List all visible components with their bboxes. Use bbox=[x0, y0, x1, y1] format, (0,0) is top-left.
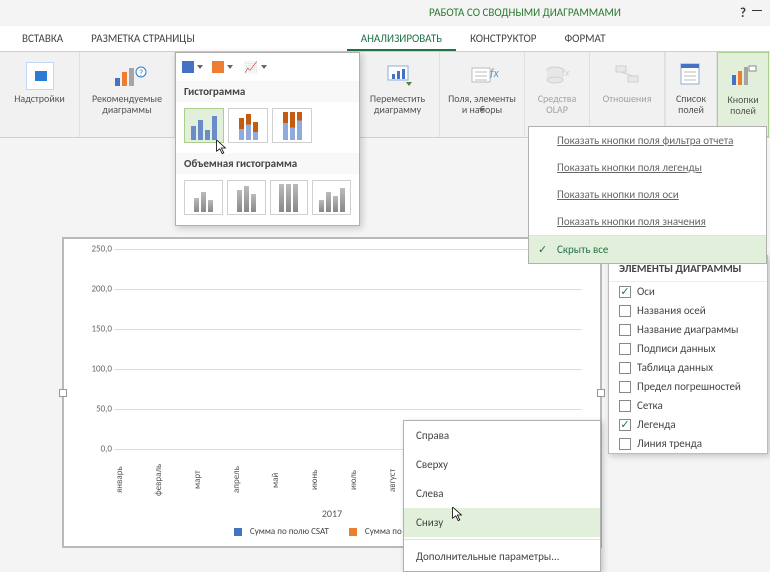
legend-position-menu: Справа Сверху Слева Снизу Дополнительные… bbox=[403, 420, 601, 572]
x-axis-label: апрель bbox=[231, 455, 270, 505]
chart-elements-panel: ЭЛЕМЕНТЫ ДИАГРАММЫ ✓ОсиНазвания осейНазв… bbox=[608, 255, 768, 454]
chart-element-item[interactable]: Названия осей bbox=[609, 301, 767, 320]
chart-dd-section-3d: Объемная гистограмма bbox=[176, 153, 359, 174]
legend-bottom[interactable]: Снизу bbox=[404, 508, 600, 537]
y-axis-label: 250,0 bbox=[92, 244, 113, 255]
checkbox[interactable] bbox=[619, 438, 631, 450]
chart-type-toolbar: 📈 bbox=[176, 53, 359, 81]
checkbox[interactable]: ✓ bbox=[619, 419, 631, 431]
checkbox[interactable] bbox=[619, 400, 631, 412]
window-title: РАБОТА СО СВОДНЫМИ ДИАГРАММАМИ bbox=[380, 6, 670, 19]
hide-all-field-buttons[interactable]: Скрыть все bbox=[529, 235, 766, 263]
chart-element-label: Таблица данных bbox=[637, 361, 713, 374]
help-icon[interactable]: ? bbox=[740, 6, 746, 21]
y-axis-label: 100,0 bbox=[92, 364, 113, 375]
chart-stacked-column[interactable] bbox=[228, 108, 268, 143]
show-value-field-buttons[interactable]: Показать кнопки поля значения bbox=[529, 208, 766, 235]
y-axis-label: 0,0 bbox=[101, 444, 112, 455]
group-olap: fx Средства OLAP bbox=[525, 52, 590, 137]
checkbox[interactable] bbox=[619, 381, 631, 393]
chart-element-item[interactable]: ✓ Оси bbox=[609, 282, 767, 301]
show-axis-field-buttons[interactable]: Показать кнопки поля оси bbox=[529, 181, 766, 208]
checkbox[interactable] bbox=[619, 362, 631, 374]
chart-element-item[interactable]: Сетка bbox=[609, 396, 767, 415]
show-legend-field-buttons[interactable]: Показать кнопки поля легенды bbox=[529, 154, 766, 181]
field-buttons-menu: Показать кнопки поля фильтра отчета Пока… bbox=[528, 126, 767, 264]
chart-element-label: Линия тренда bbox=[637, 437, 702, 450]
group-recommended[interactable]: ? Рекомендуемые диаграммы bbox=[80, 52, 175, 137]
checkbox[interactable] bbox=[619, 305, 631, 317]
legend-swatch-a bbox=[234, 528, 242, 536]
chart-3d-column[interactable] bbox=[312, 180, 351, 215]
chart-3d-clustered[interactable] bbox=[184, 180, 223, 215]
chart-element-item[interactable]: Подписи данных bbox=[609, 339, 767, 358]
checkbox[interactable] bbox=[619, 343, 631, 355]
ribbon-tabs: ВСТАВКА РАЗМЕТКА СТРАНИЦЫ АНАЛИЗИРОВАТЬ … bbox=[0, 26, 770, 52]
chart-element-label: Оси bbox=[637, 285, 655, 298]
x-axis-label: январь bbox=[114, 455, 153, 505]
chart-3d-stacked[interactable] bbox=[227, 180, 266, 215]
show-report-filter-buttons[interactable]: Показать кнопки поля фильтра отчета bbox=[529, 127, 766, 154]
chart-element-label: Сетка bbox=[637, 399, 663, 412]
x-axis-label: февраль bbox=[153, 455, 192, 505]
svg-text:?: ? bbox=[139, 68, 143, 79]
svg-text:fx: fx bbox=[562, 66, 570, 79]
plot-area: 250,0200,0150,0100,050,00,0 bbox=[78, 249, 586, 449]
x-axis-label: июнь bbox=[309, 455, 348, 505]
minimize-icon[interactable] bbox=[752, 10, 762, 11]
group-field-buttons[interactable]: Кнопки полей bbox=[717, 52, 769, 137]
chart-element-item[interactable]: Линия тренда bbox=[609, 434, 767, 453]
x-axis-label: май bbox=[270, 455, 309, 505]
group-fields-items[interactable]: fx Поля, элементы и наборы bbox=[440, 52, 525, 137]
chart-element-item[interactable]: Таблица данных bbox=[609, 358, 767, 377]
chart-element-label: Подписи данных bbox=[637, 342, 716, 355]
tab-insert[interactable]: ВСТАВКА bbox=[8, 26, 77, 51]
y-axis-label: 150,0 bbox=[92, 324, 113, 335]
chart-clustered-column[interactable] bbox=[184, 108, 224, 143]
y-axis-label: 50,0 bbox=[96, 404, 112, 415]
legend-more-options[interactable]: Дополнительные параметры... bbox=[404, 542, 600, 571]
chart-element-label: Название диаграммы bbox=[637, 323, 739, 336]
tab-analyze[interactable]: АНАЛИЗИРОВАТЬ bbox=[347, 26, 456, 51]
legend-swatch-b bbox=[349, 528, 357, 536]
x-axis-label: июль bbox=[348, 455, 387, 505]
checkbox[interactable]: ✓ bbox=[619, 286, 631, 298]
tab-design[interactable]: КОНСТРУКТОР bbox=[456, 26, 550, 51]
chart-100-stacked-column[interactable] bbox=[272, 108, 312, 143]
checkbox[interactable] bbox=[619, 324, 631, 336]
tab-format[interactable]: ФОРМАТ bbox=[550, 26, 619, 51]
chart-dd-section-2d: Гистограмма bbox=[176, 81, 359, 102]
legend-right[interactable]: Справа bbox=[404, 421, 600, 450]
svg-text:fx: fx bbox=[490, 67, 500, 81]
group-move-chart[interactable]: Переместить диаграмму bbox=[355, 52, 440, 137]
chart-element-label: Названия осей bbox=[637, 304, 706, 317]
legend-left[interactable]: Слева bbox=[404, 479, 600, 508]
tab-page-layout[interactable]: РАЗМЕТКА СТРАНИЦЫ bbox=[77, 26, 209, 51]
chart-type-dropdown: 📈 Гистограмма Объемная гистограмма bbox=[175, 52, 360, 226]
chart-element-item[interactable]: ✓ Легенда bbox=[609, 415, 767, 434]
group-addins[interactable]: Надстройки bbox=[0, 52, 80, 137]
group-field-list[interactable]: Список полей bbox=[665, 52, 717, 137]
chart-element-item[interactable]: Название диаграммы bbox=[609, 320, 767, 339]
x-axis-label: март bbox=[192, 455, 231, 505]
group-relations: Отношения bbox=[590, 52, 665, 137]
legend-top[interactable]: Сверху bbox=[404, 450, 600, 479]
y-axis-label: 200,0 bbox=[92, 284, 113, 295]
chart-element-label: Легенда bbox=[637, 418, 676, 431]
chart-element-label: Предел погрешностей bbox=[637, 380, 741, 393]
chart-3d-100-stacked[interactable] bbox=[270, 180, 309, 215]
chart-element-item[interactable]: Предел погрешностей bbox=[609, 377, 767, 396]
